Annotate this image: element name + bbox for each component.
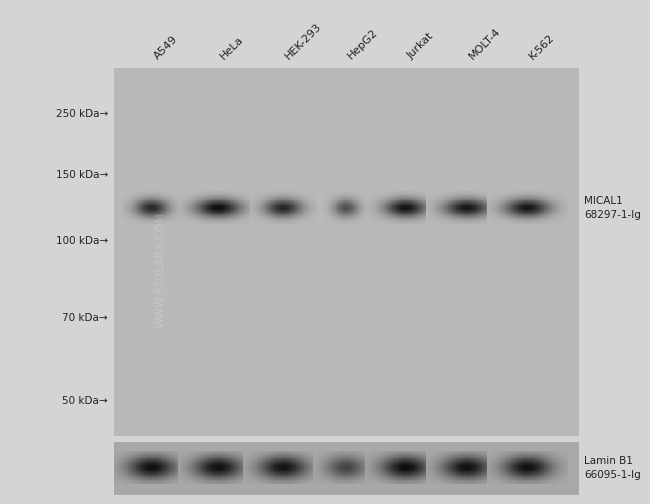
Text: 70 kDa→: 70 kDa→ — [62, 313, 108, 323]
Text: 50 kDa→: 50 kDa→ — [62, 396, 108, 406]
Text: 100 kDa→: 100 kDa→ — [56, 236, 108, 246]
Text: HEK-293: HEK-293 — [283, 21, 324, 61]
Text: 150 kDa→: 150 kDa→ — [56, 170, 108, 180]
Text: 250 kDa→: 250 kDa→ — [56, 109, 108, 119]
Text: HepG2: HepG2 — [346, 27, 380, 61]
Text: WWW.PTGLAB3.COM: WWW.PTGLAB3.COM — [155, 212, 165, 329]
Text: A549: A549 — [152, 34, 179, 61]
Text: MICAL1
68297-1-Ig: MICAL1 68297-1-Ig — [584, 196, 641, 220]
Text: MOLT-4: MOLT-4 — [467, 26, 502, 61]
Text: Lamin B1
66095-1-Ig: Lamin B1 66095-1-Ig — [584, 457, 641, 480]
Text: HeLa: HeLa — [218, 34, 246, 61]
Text: Jurkat: Jurkat — [406, 31, 436, 61]
Text: K-562: K-562 — [527, 32, 556, 61]
